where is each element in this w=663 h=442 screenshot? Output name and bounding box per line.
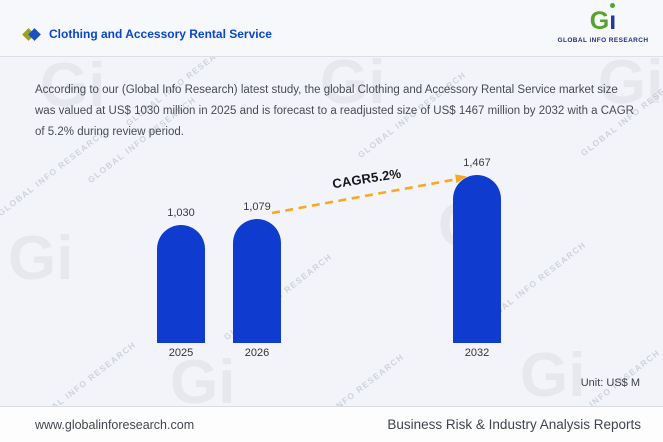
bar-group-2026: 1,079 bbox=[233, 201, 281, 343]
footer-website: www.globalinforesearch.com bbox=[35, 417, 195, 432]
watermark-gi-glyph: Gi bbox=[170, 348, 236, 417]
logo-letter-g: G bbox=[589, 7, 610, 35]
bar-value-label: 1,030 bbox=[167, 207, 195, 219]
report-title-row: Clothing and Accessory Rental Service bbox=[22, 27, 272, 41]
bar-group-2025: 1,030 bbox=[157, 207, 205, 343]
page-title: Clothing and Accessory Rental Service bbox=[49, 27, 272, 41]
cagr-annotation: CAGR5.2% bbox=[331, 165, 403, 192]
watermark-gi-glyph: Gi bbox=[8, 224, 74, 293]
gi-logo-mark: Gı bbox=[589, 3, 616, 35]
global-info-research-logo: Gı GLOBAL iNFO RESEARCH bbox=[551, 3, 655, 44]
bar-2032 bbox=[453, 175, 501, 343]
x-axis-label-2026: 2026 bbox=[244, 347, 270, 359]
watermark-gi-glyph: Gi bbox=[520, 341, 586, 410]
bar-value-label: 1,467 bbox=[463, 157, 491, 169]
header-bar: Clothing and Accessory Rental Service Gı… bbox=[0, 0, 663, 57]
x-axis-label-2032: 2032 bbox=[464, 347, 490, 359]
unit-label: Unit: US$ M bbox=[580, 377, 640, 389]
bar-2026 bbox=[233, 219, 281, 343]
footer-tagline: Business Risk & Industry Analysis Report… bbox=[387, 417, 641, 432]
x-axis-label-2025: 2025 bbox=[168, 347, 194, 359]
market-summary-text: According to our (Global Info Research) … bbox=[35, 83, 634, 138]
logo-wordmark: GLOBAL iNFO RESEARCH bbox=[557, 37, 649, 44]
logo-i-dot bbox=[610, 3, 616, 8]
bar-2025 bbox=[157, 225, 205, 343]
logo-letter-i: ı bbox=[609, 3, 616, 35]
bar-value-label: 1,079 bbox=[243, 201, 271, 213]
footer-bar: www.globalinforesearch.com Business Risk… bbox=[0, 406, 663, 442]
bar-group-2032: 1,467 bbox=[453, 157, 501, 343]
